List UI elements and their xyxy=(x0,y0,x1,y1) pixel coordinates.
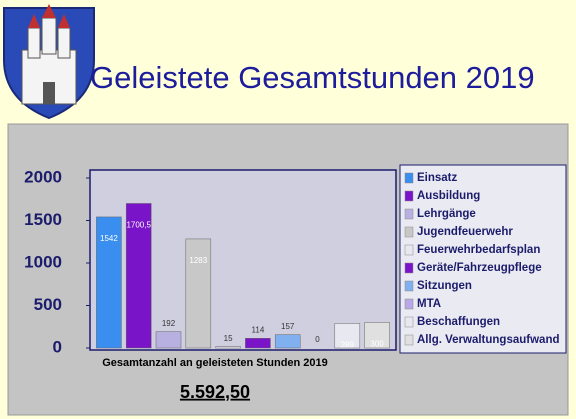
bar xyxy=(274,334,301,349)
legend-swatch xyxy=(404,298,414,310)
legend-label: Beschaffungen xyxy=(417,316,500,328)
value-label: 289 xyxy=(341,341,355,350)
legend-swatch xyxy=(404,172,414,184)
value-label: 157 xyxy=(281,322,295,331)
y-tick-label: 500 xyxy=(34,295,62,314)
legend-label: Allg. Verwaltungsaufwand xyxy=(417,334,560,346)
y-tick-label: 1500 xyxy=(24,210,62,229)
bar xyxy=(96,216,122,349)
legend-swatch xyxy=(404,262,414,274)
legend-label: Jugendfeuerwehr xyxy=(417,226,513,238)
legend-label: Sitzungen xyxy=(417,280,472,292)
legend-swatch xyxy=(404,190,414,202)
legend-label: Feuerwehrbedarfsplan xyxy=(417,244,540,256)
legend-swatch xyxy=(404,208,414,220)
y-tick-label: 1000 xyxy=(24,252,62,271)
legend-swatch xyxy=(404,226,414,238)
legend-swatch xyxy=(404,244,414,256)
value-label: 114 xyxy=(252,325,265,334)
legend xyxy=(399,164,567,354)
bar xyxy=(364,322,390,349)
legend-label: MTA xyxy=(417,298,441,310)
value-label: 1542 xyxy=(100,234,118,243)
value-label: 1283 xyxy=(189,256,207,265)
legend-label: Einsatz xyxy=(417,172,458,184)
bar xyxy=(185,238,212,349)
x-axis-label: Gesamtanzahl an geleisteten Stunden 2019 xyxy=(102,357,328,369)
slide-title: Geleistete Gesamtstunden 2019 xyxy=(90,60,535,95)
legend-label: Ausbildung xyxy=(417,190,480,202)
value-label: 192 xyxy=(162,319,176,328)
legend-swatch xyxy=(404,280,414,292)
legend-swatch xyxy=(404,316,414,328)
bar xyxy=(155,331,182,349)
y-tick-label: 0 xyxy=(53,337,62,356)
legend-label: Lehrgänge xyxy=(417,208,476,220)
bar xyxy=(245,338,271,349)
crest-icon xyxy=(3,4,95,120)
legend-label: Geräte/Fahrzeugpflege xyxy=(417,262,542,274)
bar xyxy=(334,323,361,349)
y-tick-label: 2000 xyxy=(24,167,62,186)
bar xyxy=(215,346,241,349)
value-label: 300 xyxy=(370,340,384,349)
bar xyxy=(125,203,152,349)
total-label: 5.592,50 xyxy=(180,382,250,402)
value-label: 1700,5 xyxy=(126,221,151,230)
value-label: 15 xyxy=(224,334,233,343)
value-label: 0 xyxy=(315,335,320,344)
legend-swatch xyxy=(404,334,414,346)
